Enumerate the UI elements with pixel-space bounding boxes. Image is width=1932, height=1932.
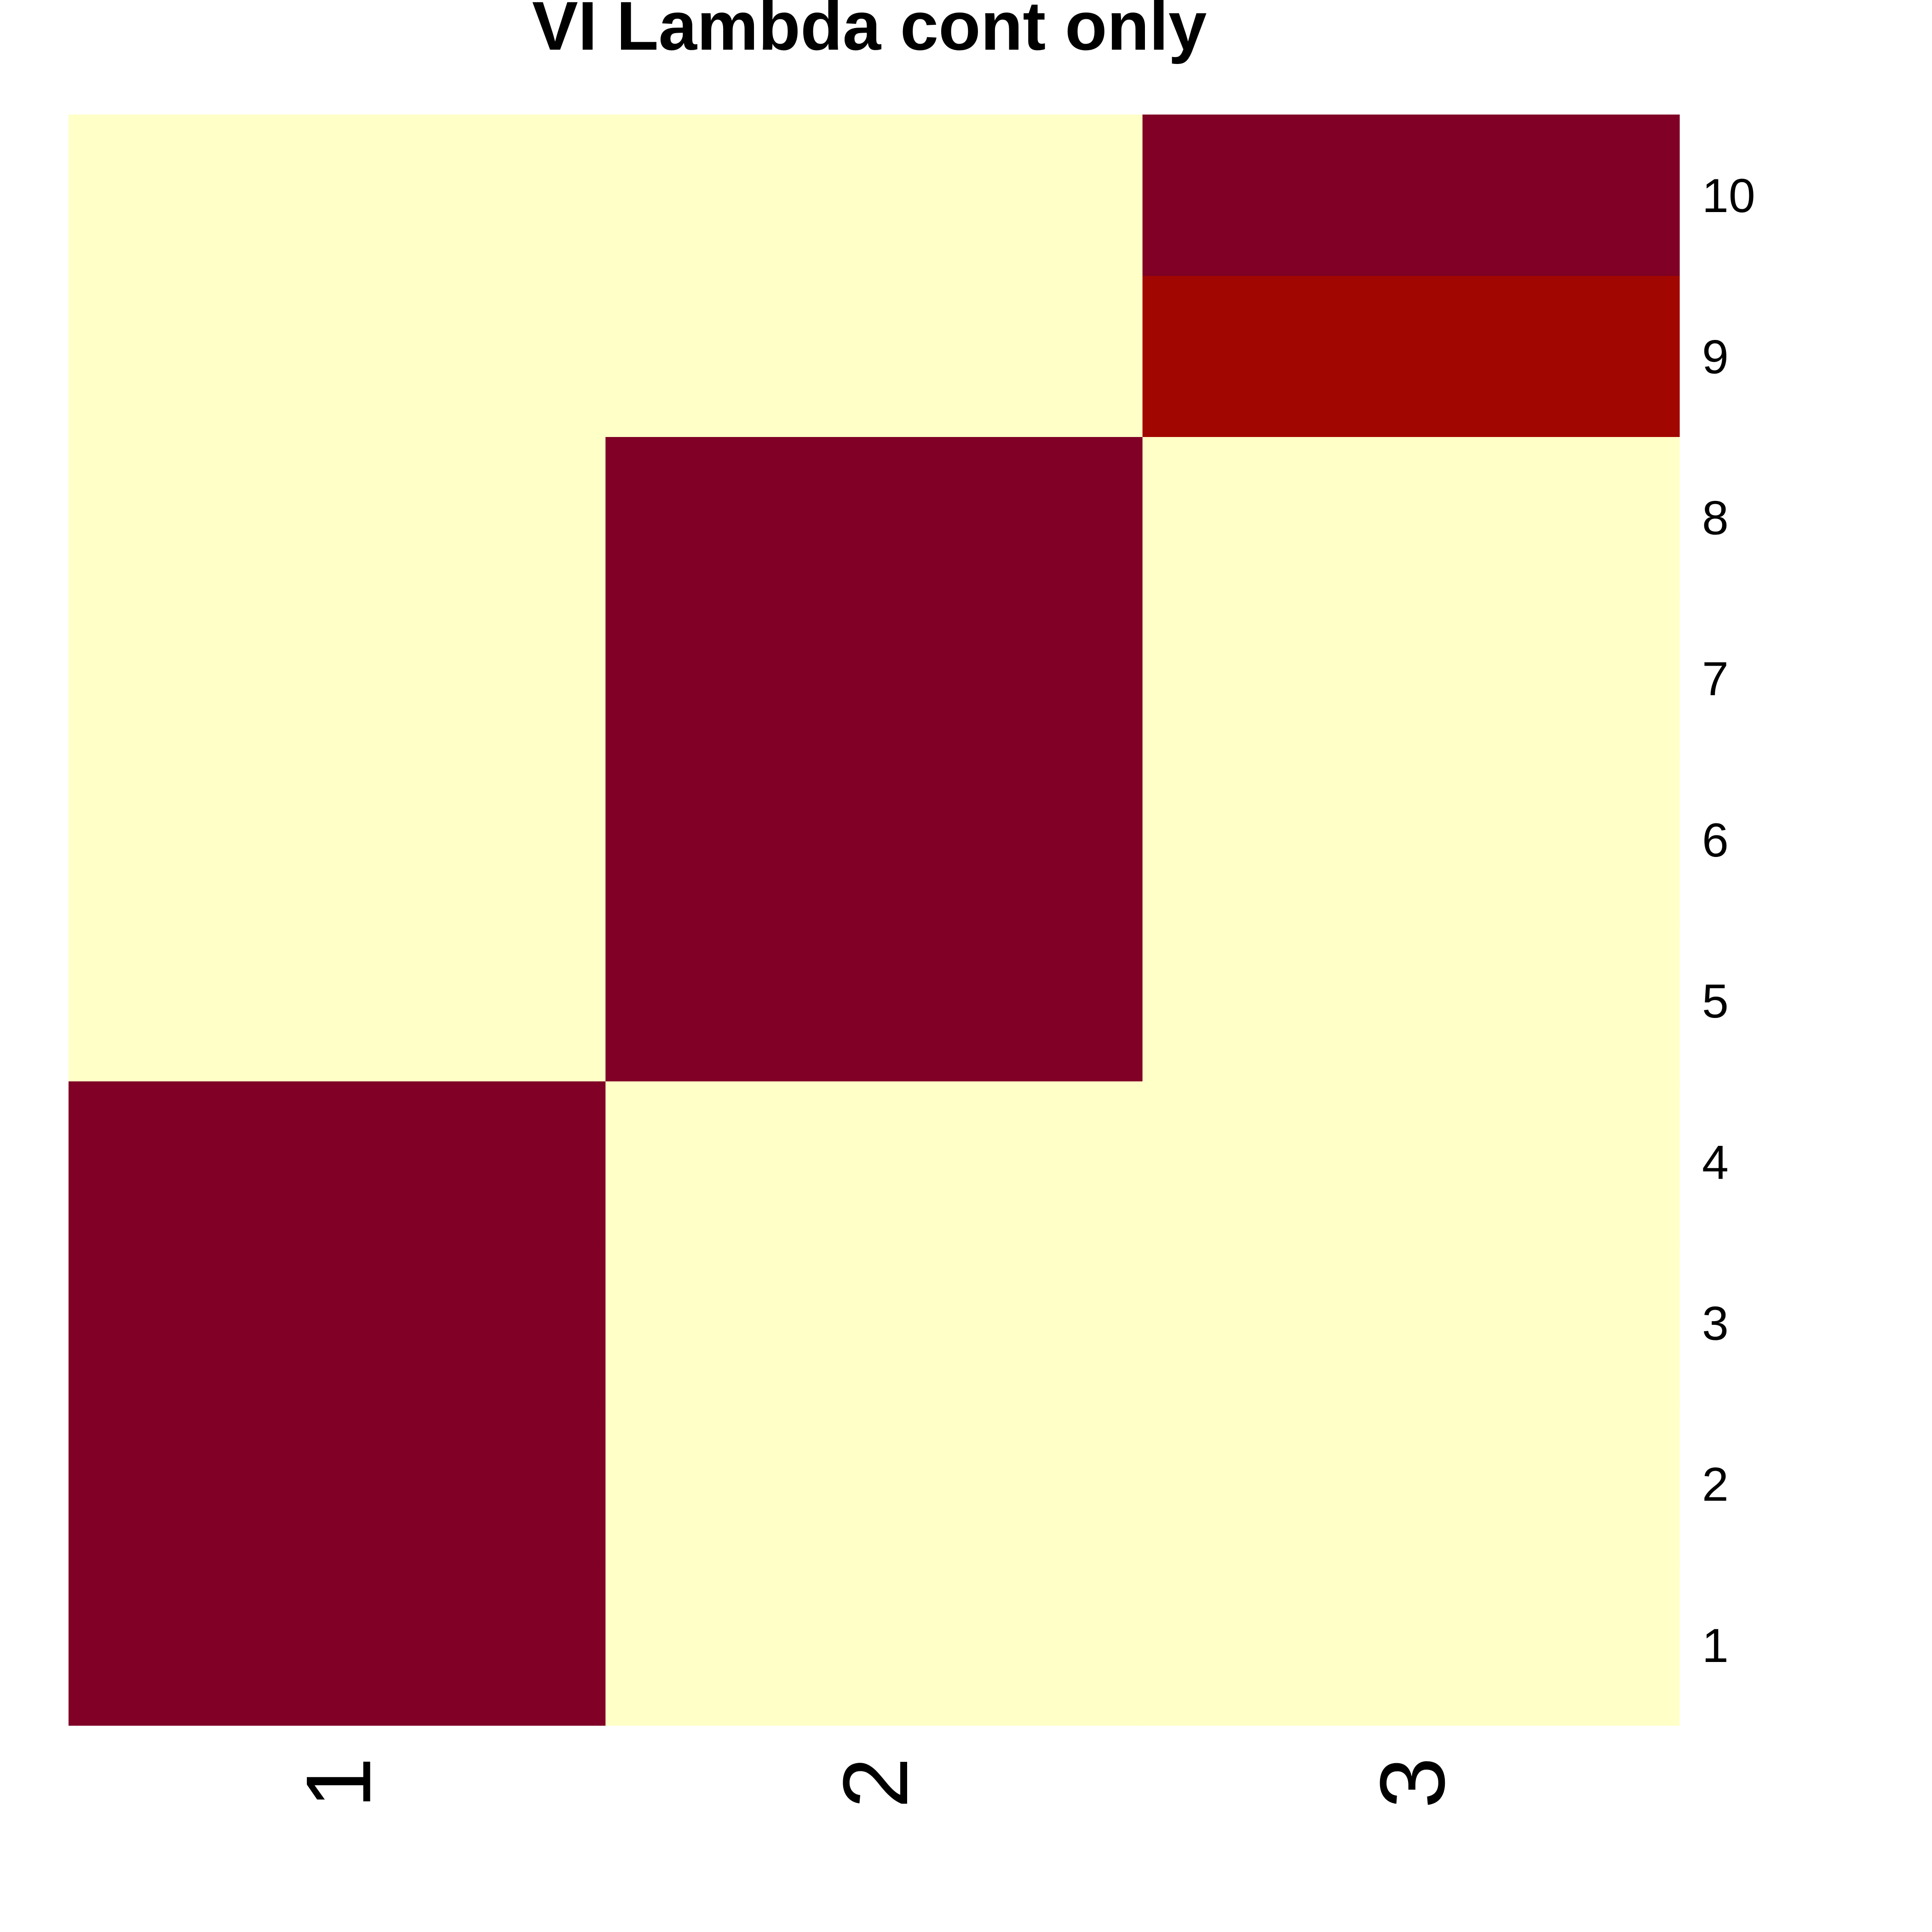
heatmap-cell-r8-c2 <box>605 437 1143 598</box>
heatmap-cell-r3-c1 <box>69 1242 606 1404</box>
heatmap-cell-r9-c3 <box>1142 276 1680 437</box>
row-tick-label: 7 <box>1702 653 1729 706</box>
row-tick-label: 4 <box>1702 1136 1729 1189</box>
heatmap-cell-r2-c1 <box>69 1403 606 1565</box>
heatmap-cell-r4-c3 <box>1142 1081 1680 1242</box>
heatmap-cell-r1-c3 <box>1142 1564 1680 1726</box>
column-tick-labels: 1 2 3 <box>288 1757 1464 1808</box>
heatmap-cell-r10-c3 <box>1142 115 1680 276</box>
row-tick-label: 1 <box>1702 1619 1729 1673</box>
heatmap-cell-r6-c3 <box>1142 759 1680 920</box>
heatmap-cell-r4-c2 <box>605 1081 1143 1242</box>
row-tick-label: 8 <box>1702 492 1729 545</box>
heatmap-cell-r1-c2 <box>605 1564 1143 1726</box>
column-tick-label: 3 <box>1361 1757 1464 1808</box>
heatmap-cell-r7-c3 <box>1142 598 1680 759</box>
heatmap-cell-r2-c2 <box>605 1403 1143 1565</box>
heatmap-cell-r8-c3 <box>1142 437 1680 598</box>
heatmap-cells <box>69 115 1680 1726</box>
heatmap-cell-r7-c2 <box>605 598 1143 759</box>
chart-title: VI Lambda cont only <box>532 0 1207 64</box>
heatmap-cell-r9-c2 <box>605 276 1143 437</box>
row-tick-label: 10 <box>1702 169 1755 223</box>
heatmap-cell-r3-c3 <box>1142 1242 1680 1404</box>
heatmap-cell-r2-c3 <box>1142 1403 1680 1565</box>
column-tick-label: 2 <box>824 1757 927 1808</box>
heatmap-cell-r5-c2 <box>605 920 1143 1081</box>
heatmap-cell-r6-c2 <box>605 759 1143 920</box>
heatmap-cell-r3-c2 <box>605 1242 1143 1404</box>
row-tick-label: 2 <box>1702 1458 1729 1512</box>
row-tick-label: 9 <box>1702 330 1729 384</box>
heatmap-cell-r5-c1 <box>69 920 606 1081</box>
heatmap-cell-r1-c1 <box>69 1564 606 1726</box>
heatmap-cell-r10-c1 <box>69 115 606 276</box>
row-tick-label: 6 <box>1702 814 1729 867</box>
heatmap-cell-r4-c1 <box>69 1081 606 1242</box>
heatmap-cell-r7-c1 <box>69 598 606 759</box>
heatmap-cell-r5-c3 <box>1142 920 1680 1081</box>
row-tick-label: 5 <box>1702 975 1729 1028</box>
row-tick-label: 3 <box>1702 1297 1729 1351</box>
heatmap-cell-r9-c1 <box>69 276 606 437</box>
heatmap-cell-r10-c2 <box>605 115 1143 276</box>
heatmap-cell-r8-c1 <box>69 437 606 598</box>
row-tick-labels: 1 2 3 4 5 6 7 8 9 10 <box>1702 169 1755 1673</box>
heatmap-cell-r6-c1 <box>69 759 606 920</box>
column-tick-label: 1 <box>288 1757 390 1808</box>
